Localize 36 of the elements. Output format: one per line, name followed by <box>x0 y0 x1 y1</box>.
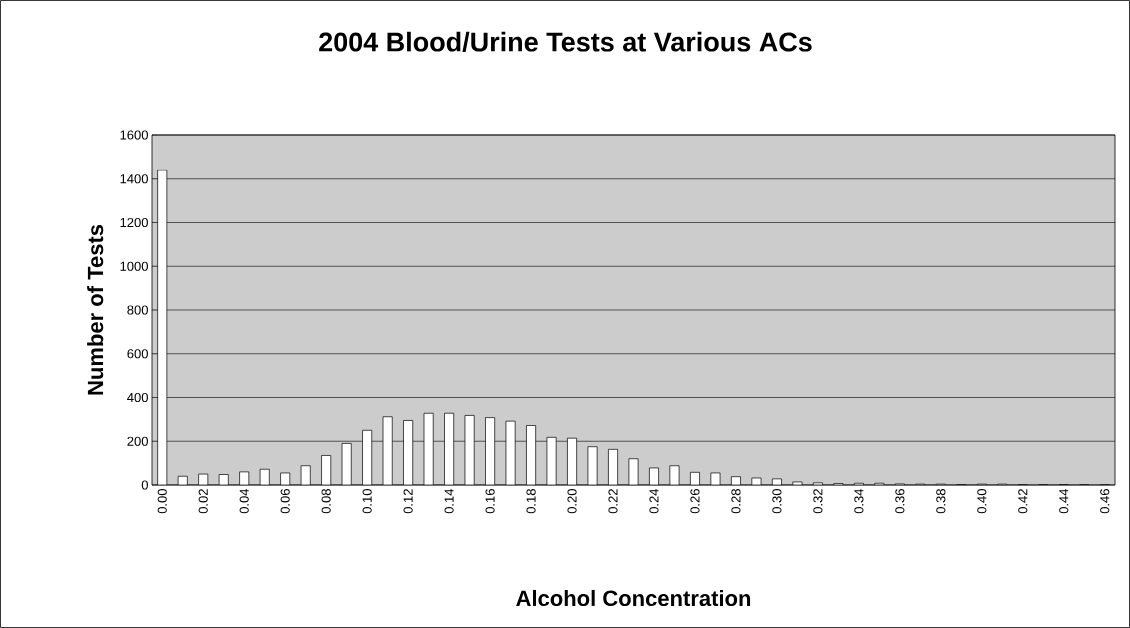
x-axis-title: Alcohol Concentration <box>516 589 751 607</box>
x-tick-label: 0.00 <box>157 489 167 514</box>
y-tick-label: 1600 <box>120 130 148 140</box>
y-tick-label: 400 <box>127 392 148 403</box>
y-tick-label: 0 <box>141 480 148 490</box>
x-tick-label: 0.22 <box>608 489 618 514</box>
y-axis-title: Number of Tests <box>87 224 104 395</box>
x-tick-label: 0.18 <box>526 489 536 514</box>
x-tick-label: 0.34 <box>854 488 864 514</box>
x-tick-label: 0.40 <box>977 489 987 514</box>
y-tick-label: 800 <box>127 305 148 315</box>
x-tick-label: 0.36 <box>895 489 905 514</box>
y-tick-label: 1200 <box>120 217 148 228</box>
x-tick-label: 0.24 <box>649 488 659 514</box>
y-tick-label: 600 <box>127 349 148 359</box>
chart-title: 2004 Blood/Urine Tests at Various ACs <box>319 31 812 52</box>
x-tick-label: 0.14 <box>444 488 454 514</box>
y-tick-label: 1000 <box>120 261 148 271</box>
y-tick-label: 1400 <box>120 174 148 184</box>
x-tick-label: 0.12 <box>403 489 413 514</box>
x-tick-label: 0.44 <box>1059 488 1069 514</box>
x-tick-label: 0.42 <box>1018 489 1028 514</box>
x-tick-label: 0.32 <box>813 489 823 514</box>
x-tick-label: 0.06 <box>280 489 290 514</box>
x-tick-label: 0.28 <box>731 489 741 514</box>
y-tick-label: 200 <box>127 436 148 446</box>
x-tick-label: 0.46 <box>1100 489 1110 514</box>
x-tick-label: 0.30 <box>772 489 782 514</box>
x-tick-label: 0.26 <box>690 489 700 514</box>
x-tick-label: 0.38 <box>936 489 946 514</box>
x-tick-label: 0.04 <box>239 488 249 514</box>
x-tick-label: 0.10 <box>362 489 372 514</box>
x-tick-label: 0.02 <box>198 489 208 514</box>
x-tick-label: 0.08 <box>321 489 331 514</box>
x-tick-label: 0.16 <box>485 489 495 514</box>
x-tick-label: 0.20 <box>567 489 577 514</box>
